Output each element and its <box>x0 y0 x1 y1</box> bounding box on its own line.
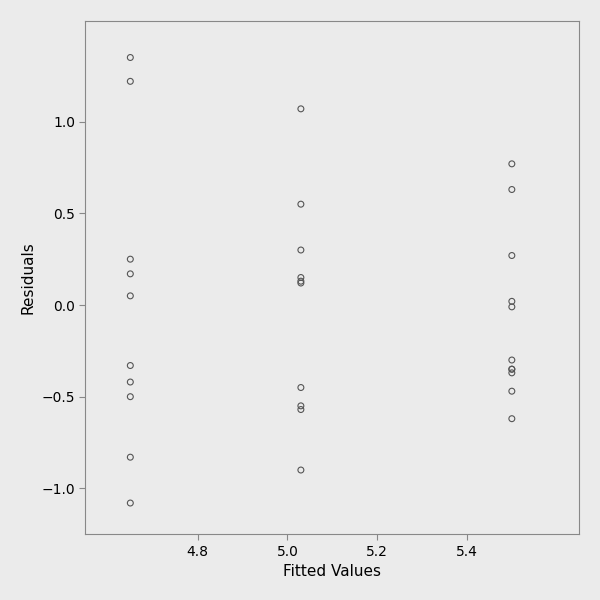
Point <box>125 53 135 62</box>
Point <box>125 392 135 401</box>
Point <box>507 185 517 194</box>
Point <box>296 245 305 255</box>
Point <box>507 296 517 306</box>
Point <box>125 361 135 370</box>
Point <box>125 377 135 387</box>
Point <box>296 383 305 392</box>
Point <box>125 291 135 301</box>
Point <box>125 254 135 264</box>
Point <box>507 364 517 374</box>
Point <box>296 273 305 283</box>
Point <box>125 77 135 86</box>
Point <box>296 277 305 286</box>
Point <box>125 498 135 508</box>
Point <box>507 368 517 377</box>
Point <box>296 199 305 209</box>
Point <box>296 104 305 113</box>
Point <box>507 364 517 374</box>
Point <box>296 401 305 410</box>
Point <box>507 414 517 424</box>
Point <box>507 355 517 365</box>
Point <box>125 452 135 462</box>
Point <box>296 405 305 415</box>
Y-axis label: Residuals: Residuals <box>21 241 36 314</box>
Point <box>507 159 517 169</box>
Point <box>296 465 305 475</box>
Point <box>507 386 517 396</box>
Point <box>296 278 305 288</box>
X-axis label: Fitted Values: Fitted Values <box>283 564 381 579</box>
Point <box>507 251 517 260</box>
Point <box>507 302 517 311</box>
Point <box>125 269 135 278</box>
